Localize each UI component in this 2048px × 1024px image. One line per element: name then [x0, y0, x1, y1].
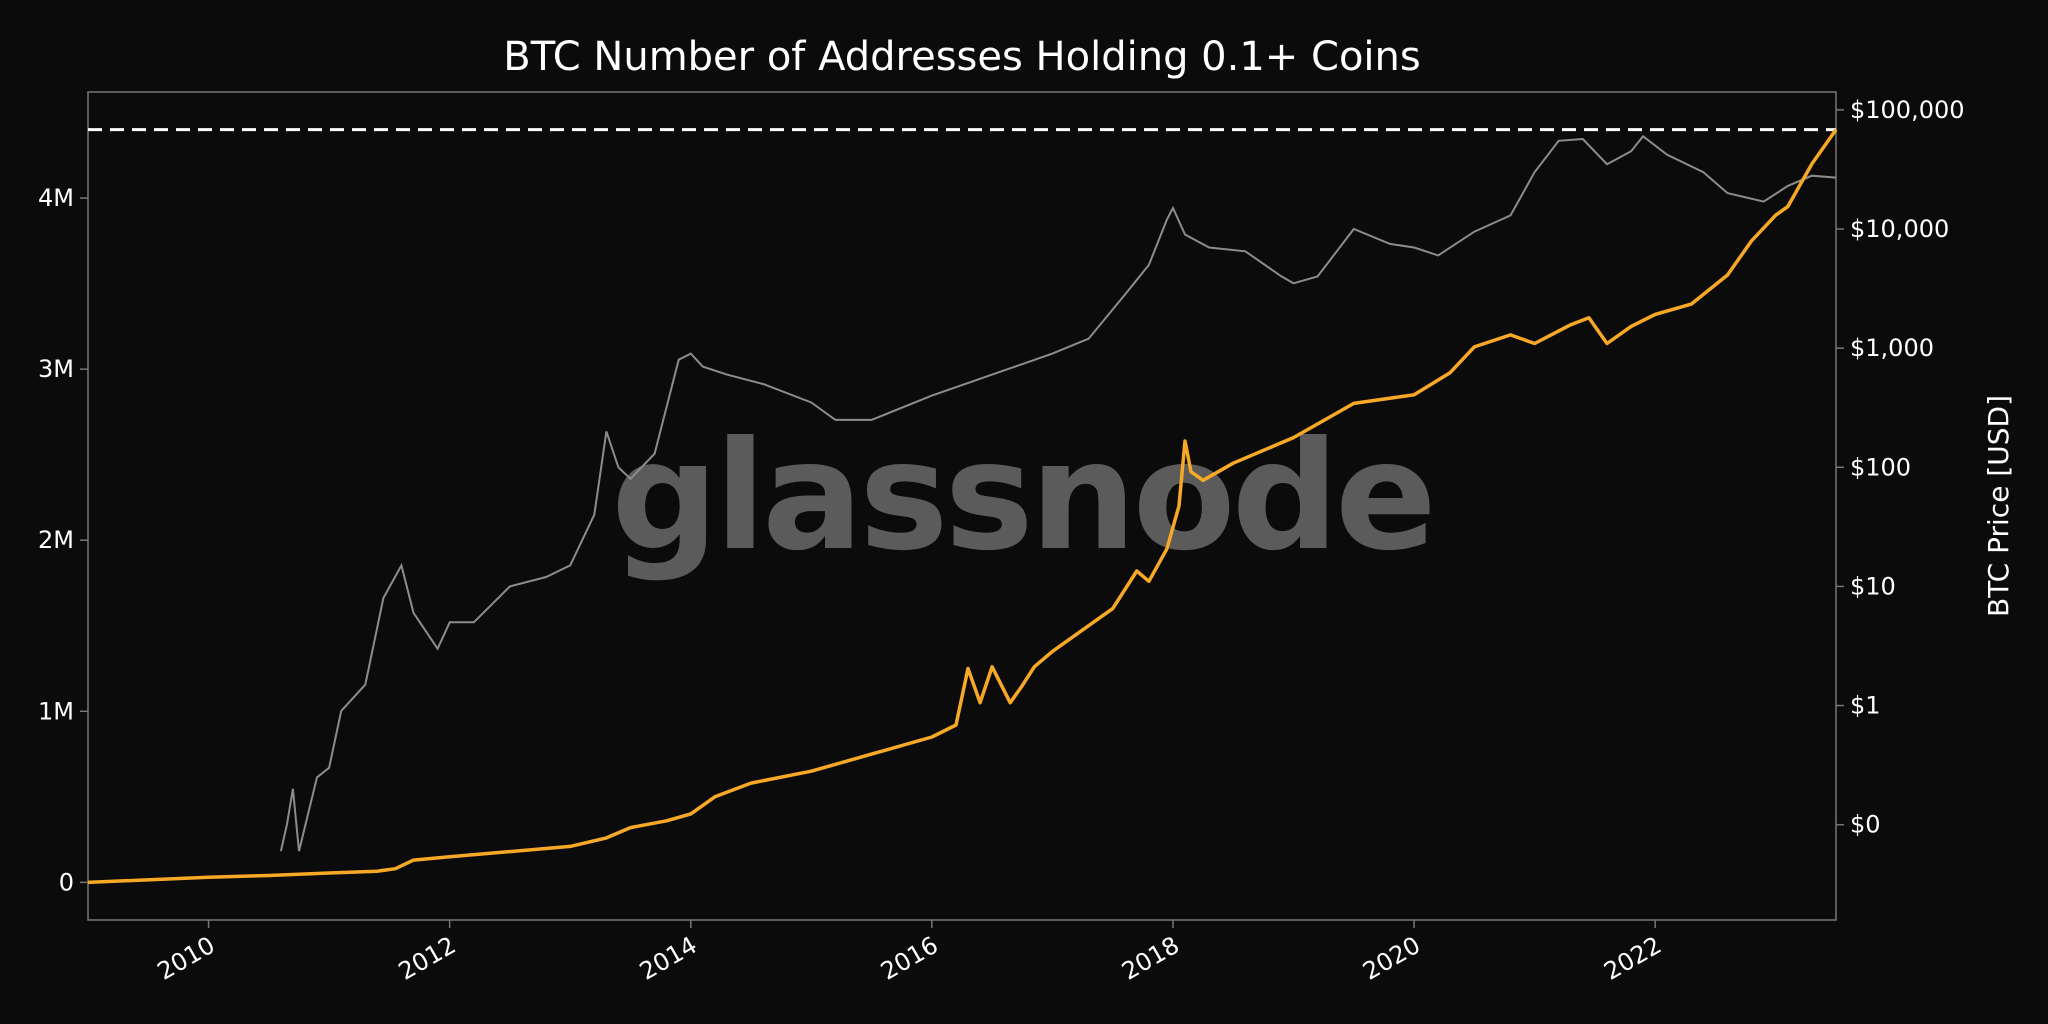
right-y-tick-label: $1 — [1850, 692, 1881, 720]
series-btc-price-line — [279, 134, 1837, 852]
right-y-tick-label: $1,000 — [1850, 334, 1934, 362]
x-tick-label: 2018 — [1117, 931, 1184, 986]
x-tick-label: 2020 — [1358, 931, 1425, 986]
right-y-axis-ticks: $0 $1 $10 $100 $1,000 $10,000 $100,000 — [1836, 96, 1965, 839]
left-y-tick-label: 3M — [38, 355, 74, 383]
right-y-tick-label: $100 — [1850, 453, 1911, 481]
series-addresses-line — [87, 128, 1838, 885]
x-tick-label: 2012 — [394, 931, 461, 986]
left-y-axis-ticks: 0 1M 2M 3M 4M — [38, 184, 88, 896]
right-y-tick-label: $100,000 — [1850, 96, 1965, 124]
x-tick-label: 2010 — [153, 931, 220, 986]
right-axis-label: BTC Price [USD] — [1982, 395, 2015, 617]
right-y-tick-label: $0 — [1850, 811, 1881, 839]
x-axis-ticks: 2010 2012 2014 2016 2018 2020 2022 — [153, 920, 1666, 986]
x-tick-label: 2014 — [635, 931, 702, 986]
plot-background — [87, 91, 1837, 921]
watermark-text: glassnode — [611, 410, 1433, 584]
right-y-tick-label: $10 — [1850, 572, 1896, 600]
left-y-tick-label: 1M — [38, 697, 74, 725]
left-y-tick-label: 2M — [38, 526, 74, 554]
x-tick-label: 2016 — [876, 931, 943, 986]
left-y-tick-label: 4M — [38, 184, 74, 212]
x-tick-label: 2022 — [1599, 931, 1666, 986]
left-y-tick-label: 0 — [59, 868, 74, 896]
right-y-tick-label: $10,000 — [1850, 215, 1949, 243]
chart-title: BTC Number of Addresses Holding 0.1+ Coi… — [503, 34, 1420, 80]
